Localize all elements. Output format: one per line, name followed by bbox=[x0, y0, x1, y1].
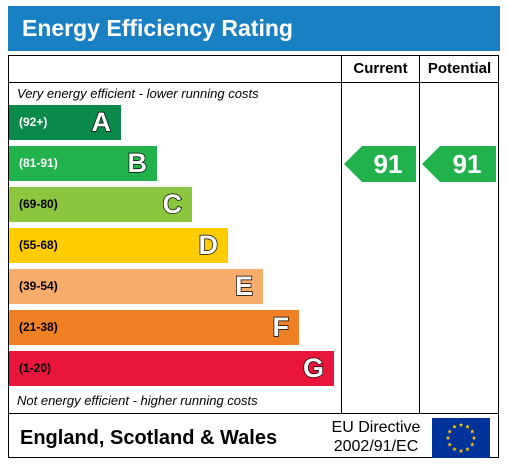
band-range: (1-20) bbox=[19, 361, 52, 375]
column-header-potential: Potential bbox=[427, 60, 492, 77]
band-letter: D bbox=[198, 229, 219, 260]
flag-star bbox=[471, 435, 477, 440]
flag-star bbox=[452, 424, 457, 429]
flag-star bbox=[465, 424, 470, 429]
current-rating-arrow: 91 bbox=[344, 146, 416, 182]
band-range: (55-68) bbox=[19, 238, 58, 252]
potential-rating-arrow: 91 bbox=[422, 146, 496, 182]
column-header-current: Current bbox=[353, 60, 408, 77]
band-range: (92+) bbox=[19, 115, 48, 129]
band-letter: F bbox=[272, 311, 290, 342]
band-d: (55-68) D bbox=[9, 228, 228, 263]
band-f: (21-38) F bbox=[9, 310, 299, 345]
potential-arrow-shape bbox=[422, 146, 496, 182]
eu-flag-icon bbox=[432, 418, 490, 458]
flag-star bbox=[458, 448, 464, 453]
note-top: Very energy efficient - lower running co… bbox=[17, 86, 259, 101]
flag-star bbox=[465, 446, 470, 452]
potential-rating-value: 91 bbox=[452, 149, 482, 179]
band-letter: A bbox=[91, 106, 112, 137]
band-range: (81-91) bbox=[19, 156, 58, 170]
note-bottom: Not energy efficient - higher running co… bbox=[17, 393, 258, 408]
band-range: (69-80) bbox=[19, 197, 58, 211]
eu-directive-line1: EU Directive bbox=[331, 419, 421, 436]
footer-region: England, Scotland & Wales bbox=[20, 427, 278, 449]
band-g: (1-20) G bbox=[9, 351, 334, 386]
current-arrow-shape bbox=[344, 146, 416, 182]
flag-star bbox=[469, 442, 475, 447]
band-letter: G bbox=[302, 352, 324, 383]
column-divider-potential bbox=[419, 55, 420, 413]
band-a: (92+) A bbox=[9, 105, 121, 140]
header-row-divider bbox=[8, 82, 499, 83]
eu-directive-line2: 2002/91/EC bbox=[333, 438, 419, 455]
header-bar: Energy Efficiency Rating bbox=[8, 6, 500, 51]
band-c: (69-80) C bbox=[9, 187, 192, 222]
footer-divider bbox=[8, 413, 499, 414]
band-letter: E bbox=[234, 270, 253, 301]
flag-star bbox=[447, 442, 453, 447]
band-letter: B bbox=[127, 147, 148, 178]
eu-directive: EU Directive 2002/91/EC bbox=[326, 418, 426, 456]
band-range: (39-54) bbox=[19, 279, 58, 293]
flag-star bbox=[458, 422, 464, 427]
band-e: (39-54) E bbox=[9, 269, 263, 304]
column-divider-current bbox=[341, 55, 342, 413]
band-b: (81-91) B bbox=[9, 146, 157, 181]
page-title: Energy Efficiency Rating bbox=[22, 15, 293, 41]
band-letter: C bbox=[162, 188, 183, 219]
flag-star bbox=[445, 435, 451, 440]
band-range: (21-38) bbox=[19, 320, 58, 334]
flag-star bbox=[469, 429, 475, 434]
rating-frame bbox=[8, 55, 499, 458]
flag-star bbox=[452, 446, 457, 452]
current-rating-value: 91 bbox=[373, 149, 403, 179]
flag-star bbox=[447, 429, 453, 434]
